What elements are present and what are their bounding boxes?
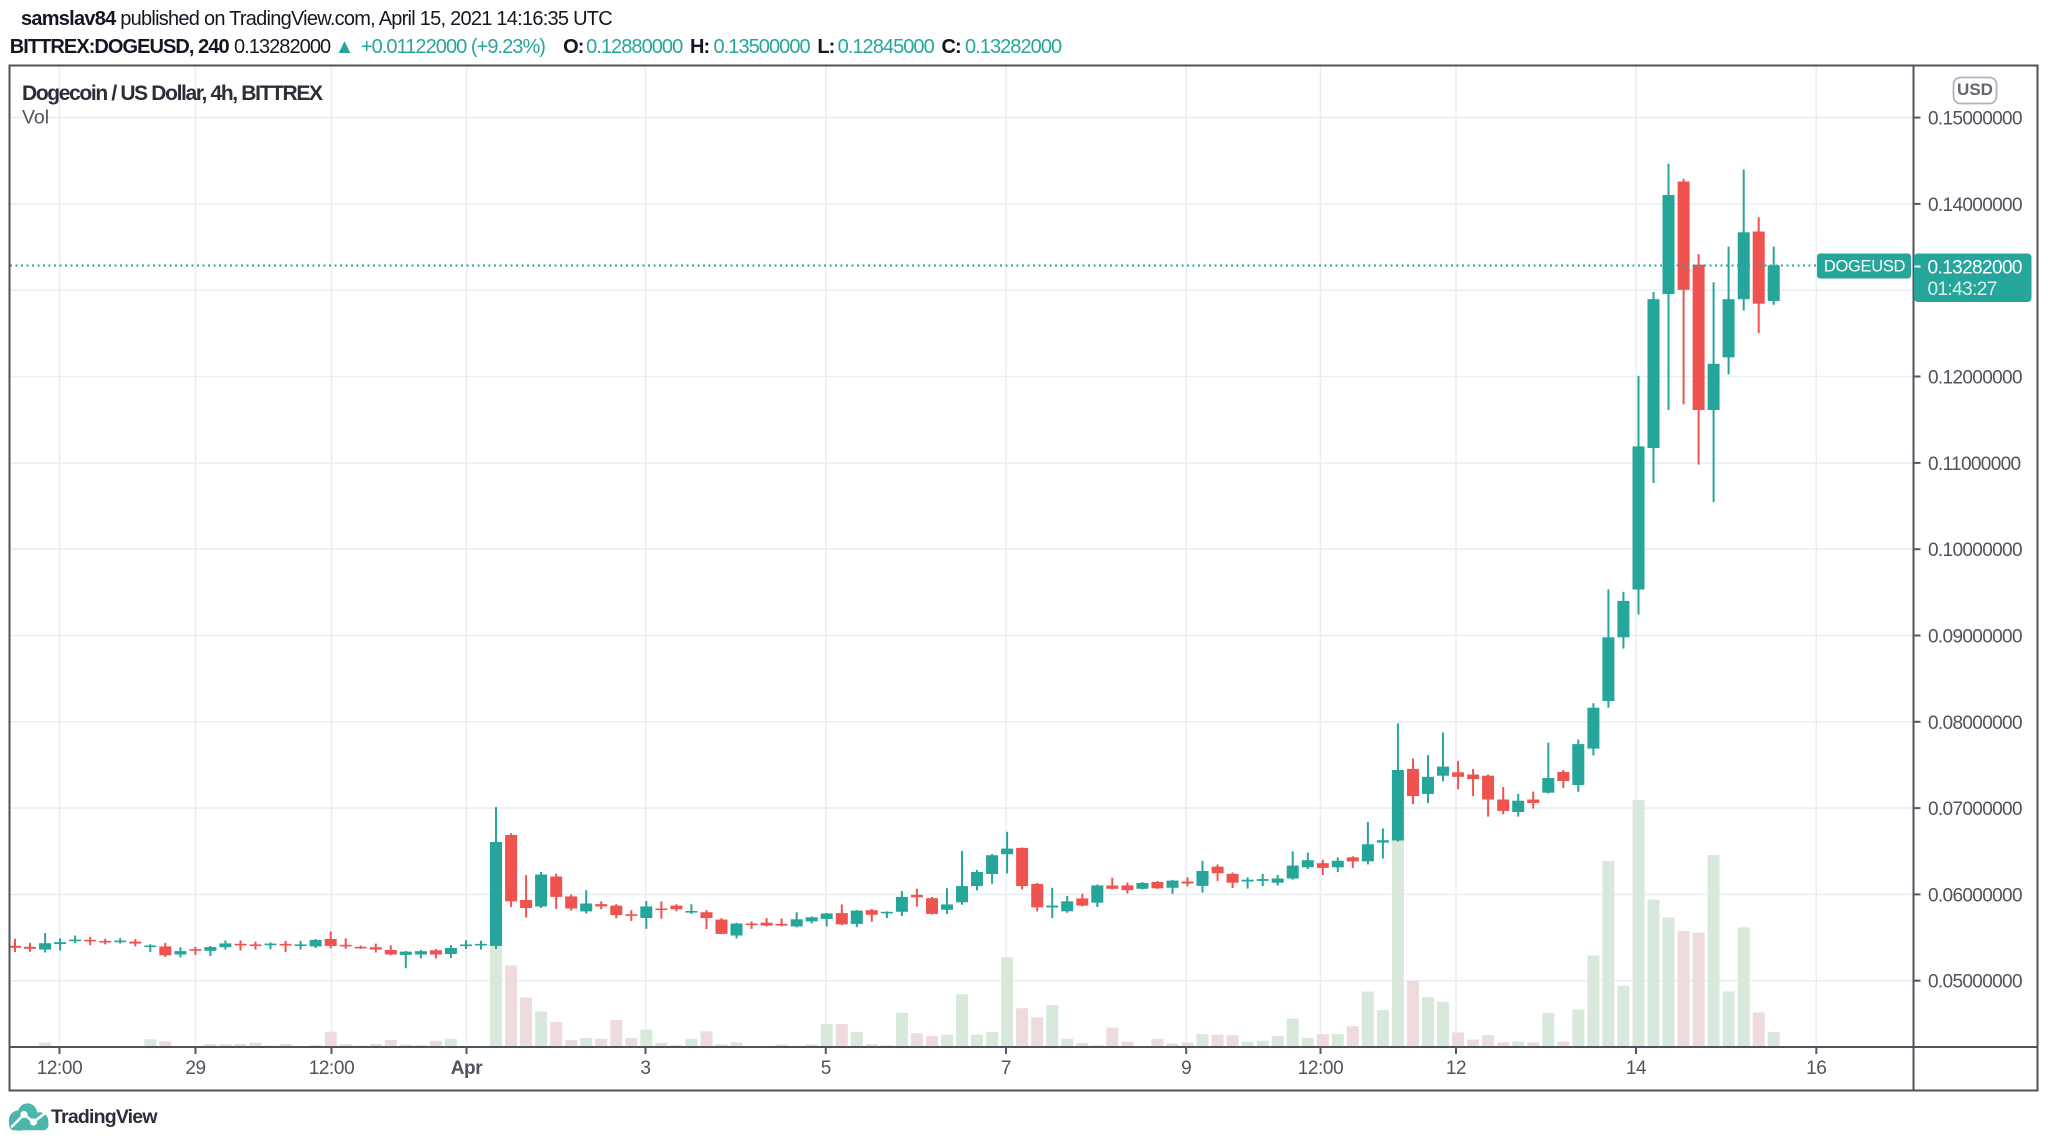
- svg-text:7: 7: [1001, 1058, 1011, 1079]
- svg-text:12: 12: [1446, 1058, 1466, 1079]
- svg-text:Vol: Vol: [22, 107, 49, 129]
- svg-text:USD: USD: [1957, 80, 1993, 99]
- svg-text:0.06000000: 0.06000000: [1928, 885, 2022, 906]
- svg-text:0.14000000: 0.14000000: [1928, 195, 2022, 216]
- svg-text:DOGEUSD: DOGEUSD: [1824, 258, 1906, 276]
- svg-text:TradingView: TradingView: [51, 1106, 158, 1128]
- svg-text:16: 16: [1806, 1058, 1826, 1079]
- svg-text:Apr: Apr: [451, 1058, 484, 1079]
- svg-text:9: 9: [1181, 1058, 1191, 1079]
- svg-text:12:00: 12:00: [309, 1058, 355, 1079]
- svg-text:0.09000000: 0.09000000: [1928, 627, 2022, 648]
- svg-text:0.15000000: 0.15000000: [1928, 109, 2022, 130]
- svg-text:29: 29: [185, 1058, 205, 1079]
- svg-text:0.13282000: 0.13282000: [1928, 258, 2022, 279]
- svg-text:0.12000000: 0.12000000: [1928, 368, 2022, 389]
- svg-text:3: 3: [640, 1058, 650, 1079]
- svg-text:01:43:27: 01:43:27: [1928, 279, 1997, 300]
- svg-text:0.11000000: 0.11000000: [1928, 454, 2021, 475]
- svg-text:0.07000000: 0.07000000: [1928, 799, 2022, 820]
- svg-text:Dogecoin / US Dollar, 4h, BITT: Dogecoin / US Dollar, 4h, BITTREX: [22, 82, 323, 105]
- svg-text:14: 14: [1626, 1058, 1647, 1079]
- svg-text:samslav84 published on Trading: samslav84 published on TradingView.com, …: [21, 8, 612, 30]
- svg-text:12:00: 12:00: [37, 1058, 83, 1079]
- svg-text:0.10000000: 0.10000000: [1928, 540, 2022, 561]
- svg-text:0.08000000: 0.08000000: [1928, 713, 2022, 734]
- svg-text:12:00: 12:00: [1298, 1058, 1344, 1079]
- svg-text:5: 5: [821, 1058, 831, 1079]
- svg-text:0.05000000: 0.05000000: [1928, 972, 2022, 993]
